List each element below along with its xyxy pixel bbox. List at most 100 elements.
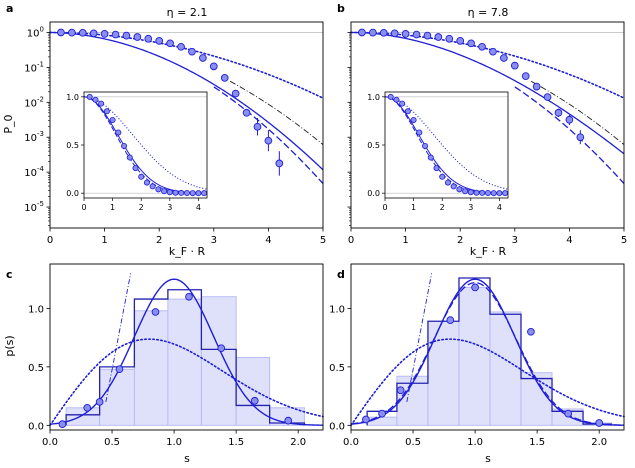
inset-x-tick-label: 2 [440,203,445,212]
x-tick-label: 0 [47,235,53,246]
model-curve-dashed [350,282,625,426]
model-curve-solid [49,278,324,426]
x-axis-label-b: k_F · R [470,245,507,258]
data-point [543,93,552,101]
x-tick-label: 3 [211,235,217,246]
y-tick-exponent: 0 [40,25,44,33]
chart-title-b: η = 7.8 [468,6,509,19]
y-tick-base: 10 [27,28,40,39]
inset-data-point [149,183,156,190]
inset-data-point [201,190,208,197]
inset-data-point [121,142,128,149]
model-curve-dashdot [530,80,625,145]
model-curve-dashdot [105,273,132,403]
inset-data-point [115,129,122,136]
x-tick-label: 2 [156,235,162,246]
data-point [284,416,293,425]
inset-data-point [387,93,394,100]
inset-data-point [103,108,110,115]
data-point [209,62,218,71]
inset-data-point [410,116,417,123]
model-curve-dashdot [406,273,433,403]
inset-data-point [404,108,411,115]
data-point [151,308,160,316]
inset-data-point [86,93,93,100]
inset-data-point [172,189,179,196]
x-tick-label: 0.0 [343,437,359,448]
axes-frame [49,263,324,431]
axes-frame [350,263,625,431]
inset-data-point [92,96,99,103]
data-point [423,31,432,40]
data-point [401,30,410,38]
model-curve-dotted [49,338,324,427]
inset-data-point [456,186,463,193]
y-tick-label: 0.0 [28,421,44,432]
inset-data-point [450,183,457,190]
inset-data-point [422,142,429,149]
y-tick-label: 1.0 [28,304,44,315]
x-tick-label: 1 [402,235,408,246]
inset-data-point [189,190,196,197]
histogram-bar-light [133,310,169,426]
data-point [115,365,124,374]
x-tick-label: 0.0 [42,437,58,448]
x-tick-label: 1.5 [529,437,545,448]
model-curve-dotted [350,31,625,99]
y-tick-label: 0.5 [28,363,44,374]
inset-x-tick-label: 1 [411,203,416,212]
data-point [456,37,465,45]
histogram-bar-light [427,320,460,426]
y-tick-label: 10-2 [24,95,44,109]
inset-data-point [467,189,474,196]
axes-frame [350,21,625,229]
inset-x-tick-label: 1 [110,203,115,212]
y-tick-exponent: -1 [37,60,44,68]
inset-data-point [183,189,190,196]
x-tick-label: 2.0 [290,437,306,448]
inset-data-point [479,189,486,196]
inset-data-point [143,179,150,186]
histogram-bar-light [167,298,202,426]
model-curve-dotted [350,338,625,427]
data-point [166,39,174,48]
data-point [467,39,475,48]
model-curve-dashdot [229,80,324,145]
histogram-bar-light [200,296,237,426]
chart-title-a: η = 2.1 [167,6,208,19]
x-axis-label-d: s [485,452,491,465]
data-point [100,30,109,38]
inset-data-point [416,129,423,136]
y-tick-base: 10 [24,203,37,214]
inset-x-tick-label: 0 [81,203,86,212]
panel-label-d: d [337,268,345,281]
inset-data-point [502,190,509,197]
data-point [362,415,370,424]
data-point [379,28,388,37]
y-tick-label: 0.5 [329,363,345,374]
data-point [185,292,193,301]
data-point [144,34,153,43]
x-tick-label: 1.0 [467,437,483,448]
inset-x-tick-label: 4 [196,203,201,212]
data-point [78,28,87,37]
histogram-step-dark [366,277,613,426]
inset-data-point [109,116,116,123]
y-tick-exponent: -2 [37,95,44,103]
inset-data-point [126,154,133,161]
data-point [89,29,98,38]
axes-frame [49,21,324,229]
data-point [275,159,284,168]
data-point [521,72,530,80]
y-tick-label: 10-1 [24,60,44,74]
data-point [390,29,399,38]
y-tick-label: 10-5 [24,200,44,214]
data-point [478,42,486,51]
y-tick-base: 10 [24,63,37,74]
inset-y-tick-label: 1.0 [367,93,380,102]
x-tick-label: 0 [348,235,354,246]
data-point [368,28,377,37]
panel-label-a: a [6,2,13,15]
y-tick-label: 100 [27,25,44,39]
